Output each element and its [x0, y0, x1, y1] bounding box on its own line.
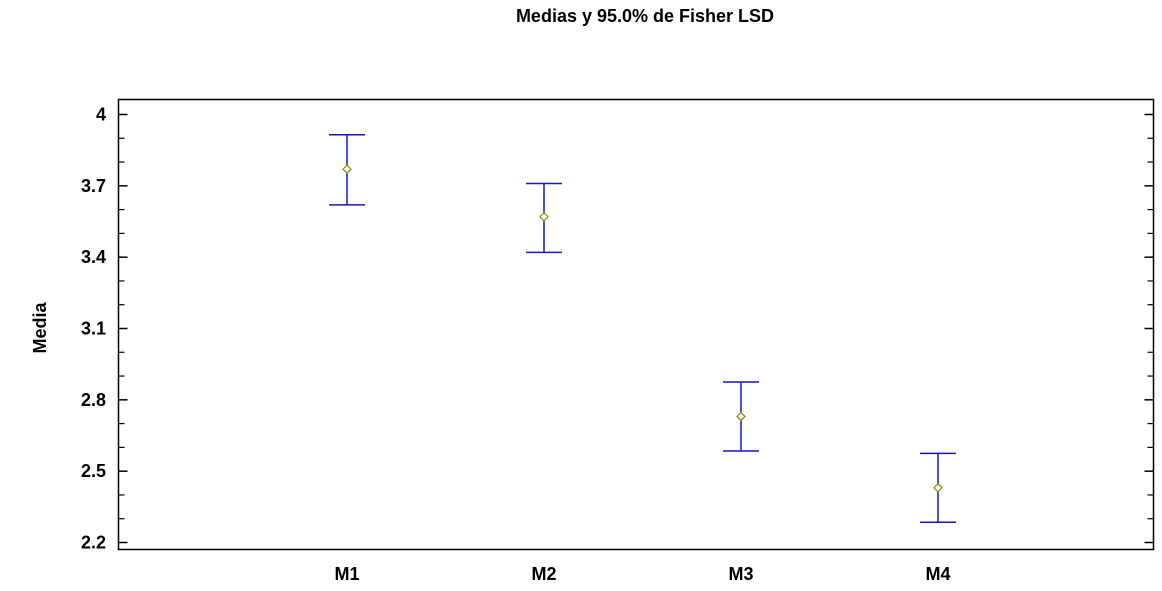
x-tick-label: M1: [334, 564, 359, 584]
y-tick-label: 2.8: [81, 390, 106, 410]
y-tick-label: 3.4: [81, 247, 106, 267]
y-tick-label: 2.5: [81, 461, 106, 481]
chart-title: Medias y 95.0% de Fisher LSD: [516, 6, 774, 26]
error-bars: [329, 133, 956, 524]
x-tick-label: M2: [531, 564, 556, 584]
mean-point: [539, 211, 549, 222]
y-tick-label: 3.7: [81, 176, 106, 196]
mean-point: [933, 482, 943, 493]
x-axis-tick-labels: M1 M2 M3 M4: [334, 564, 950, 584]
x-tick-label: M3: [728, 564, 753, 584]
mean-point: [342, 164, 352, 175]
y-axis-tick-labels: 4 3.7 3.4 3.1 2.8 2.5 2.2: [81, 105, 106, 553]
y-tick-label: 2.2: [81, 533, 106, 553]
error-bar-m1: [329, 133, 365, 206]
y-tick-label: 3.1: [81, 319, 106, 339]
mean-point: [736, 411, 746, 422]
y-axis-ticks: [118, 113, 1154, 544]
x-tick-label: M4: [925, 564, 950, 584]
error-bar-m3: [723, 381, 759, 452]
error-bar-m4: [920, 452, 956, 524]
plot-area-frame: [117, 98, 1155, 551]
error-bar-m2: [526, 182, 562, 254]
y-axis-label: Media: [30, 302, 50, 354]
y-tick-label: 4: [96, 105, 106, 125]
